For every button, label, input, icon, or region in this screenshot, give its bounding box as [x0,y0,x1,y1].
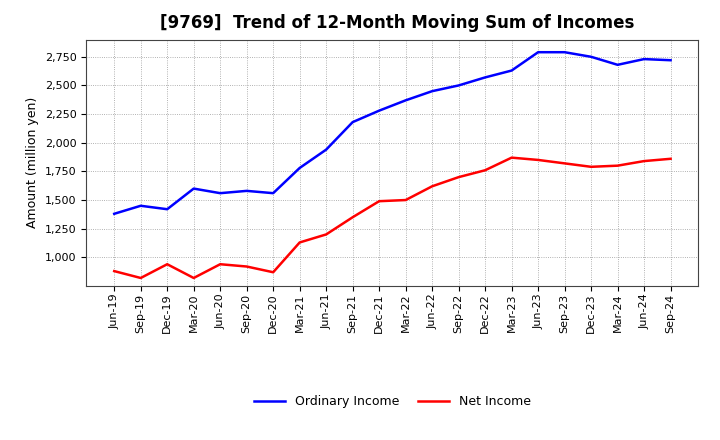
Line: Ordinary Income: Ordinary Income [114,52,670,214]
Ordinary Income [136,203,145,209]
Net Income [243,264,251,269]
Net Income [508,155,516,160]
Net Income [428,183,436,189]
Net Income [322,232,330,237]
Legend: Ordinary Income, Net Income: Ordinary Income, Net Income [253,395,531,408]
Ordinary Income [666,58,675,63]
Ordinary Income [508,68,516,73]
Net Income [640,158,649,164]
Ordinary Income [243,188,251,194]
Net Income [560,161,569,166]
Net Income [613,163,622,169]
Net Income [375,198,384,204]
Ordinary Income [587,54,595,59]
Net Income [136,275,145,281]
Ordinary Income [534,50,542,55]
Ordinary Income [269,191,277,196]
Ordinary Income [428,88,436,94]
Line: Net Income: Net Income [114,158,670,278]
Ordinary Income [322,147,330,152]
Net Income [269,270,277,275]
Ordinary Income [110,211,119,216]
Net Income [454,175,463,180]
Net Income [534,157,542,162]
Ordinary Income [401,98,410,103]
Ordinary Income [216,191,225,196]
Net Income [587,164,595,169]
Ordinary Income [454,83,463,88]
Net Income [189,275,198,281]
Net Income [295,240,304,245]
Net Income [401,198,410,203]
Ordinary Income [295,165,304,171]
Ordinary Income [348,120,357,125]
Text: [9769]  Trend of 12-Month Moving Sum of Incomes: [9769] Trend of 12-Month Moving Sum of I… [160,15,634,33]
Net Income [666,156,675,161]
Ordinary Income [560,50,569,55]
Ordinary Income [189,186,198,191]
Ordinary Income [481,75,490,80]
Ordinary Income [640,56,649,62]
Net Income [348,215,357,220]
Net Income [163,262,171,267]
Net Income [481,168,490,173]
Net Income [216,262,225,267]
Ordinary Income [163,206,171,212]
Ordinary Income [375,108,384,113]
Net Income [110,268,119,274]
Y-axis label: Amount (million yen): Amount (million yen) [27,97,40,228]
Ordinary Income [613,62,622,67]
